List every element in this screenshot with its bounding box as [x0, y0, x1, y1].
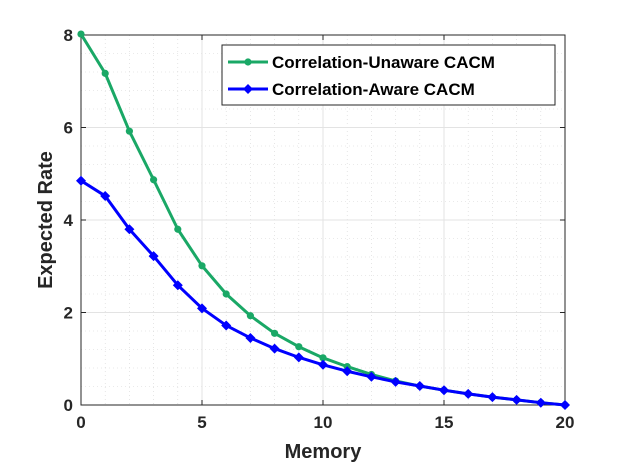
y-tick-label: 2: [64, 304, 73, 323]
data-point: [560, 400, 570, 410]
data-point: [124, 224, 135, 235]
data-point: [269, 343, 280, 354]
y-tick-label: 4: [64, 211, 74, 230]
legend-marker-unaware: [244, 58, 252, 66]
data-point: [77, 30, 85, 38]
data-point: [463, 388, 474, 399]
data-point: [245, 332, 256, 343]
x-tick-label: 20: [556, 413, 575, 432]
data-point: [487, 392, 498, 403]
data-point: [101, 69, 109, 77]
data-point: [222, 290, 230, 298]
data-point: [198, 262, 206, 270]
y-axis-label: Expected Rate: [35, 151, 57, 289]
data-point: [295, 343, 303, 351]
data-point: [271, 329, 279, 337]
data-point: [150, 176, 158, 184]
legend: Correlation-Unaware CACM Correlation-Awa…: [221, 44, 556, 106]
data-point: [366, 371, 377, 382]
series-aware: [76, 175, 570, 410]
data-point: [100, 190, 111, 201]
data-point: [246, 312, 254, 320]
legend-marker-aware: [243, 84, 253, 94]
data-point: [76, 175, 86, 186]
x-tick-label: 10: [314, 413, 333, 432]
y-tick-label: 8: [64, 26, 73, 45]
x-tick-label: 15: [435, 413, 454, 432]
data-point: [342, 366, 353, 377]
data-point: [414, 381, 425, 392]
legend-label-aware: Correlation-Aware CACM: [272, 80, 475, 99]
x-tick-label: 0: [76, 413, 85, 432]
data-point: [319, 354, 327, 362]
data-point: [172, 280, 183, 291]
data-point: [197, 303, 207, 314]
series-layer: [76, 30, 570, 410]
data-point: [535, 397, 546, 408]
data-point: [148, 251, 159, 262]
data-point: [174, 225, 182, 233]
y-tick-label: 0: [64, 396, 73, 415]
x-axis-label: Memory: [285, 441, 363, 463]
y-tick-label: 6: [64, 119, 73, 138]
tick-labels: 0 5 10 15 20 0 2 4 6 8: [64, 26, 575, 432]
data-point: [221, 320, 232, 331]
data-point: [318, 359, 328, 370]
data-point: [293, 352, 304, 363]
x-tick-label: 5: [197, 413, 206, 432]
legend-box: [221, 44, 556, 106]
data-point: [390, 376, 401, 387]
data-point: [511, 394, 522, 405]
legend-label-unaware: Correlation-Unaware CACM: [272, 53, 495, 72]
data-point: [125, 127, 133, 135]
data-point: [439, 385, 449, 396]
